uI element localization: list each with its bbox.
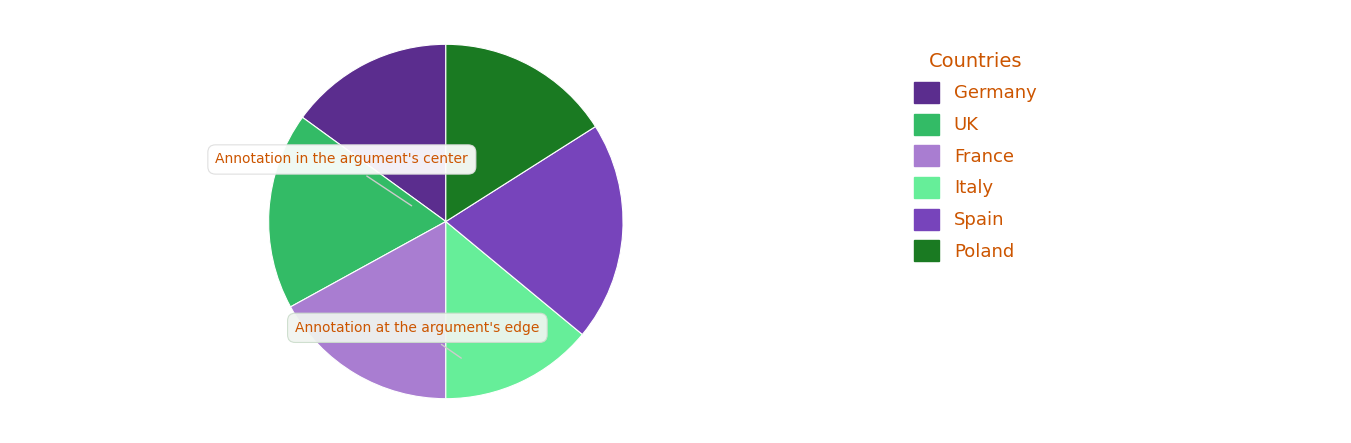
Wedge shape [446, 127, 623, 334]
Wedge shape [269, 117, 446, 307]
Wedge shape [446, 44, 596, 222]
Text: Annotation in the argument's center: Annotation in the argument's center [215, 152, 469, 206]
Wedge shape [290, 222, 446, 399]
Text: Annotation at the argument's edge: Annotation at the argument's edge [296, 321, 539, 358]
Wedge shape [446, 222, 582, 399]
Legend: Germany, UK, France, Italy, Spain, Poland: Germany, UK, France, Italy, Spain, Polan… [905, 43, 1046, 270]
Wedge shape [303, 44, 446, 222]
